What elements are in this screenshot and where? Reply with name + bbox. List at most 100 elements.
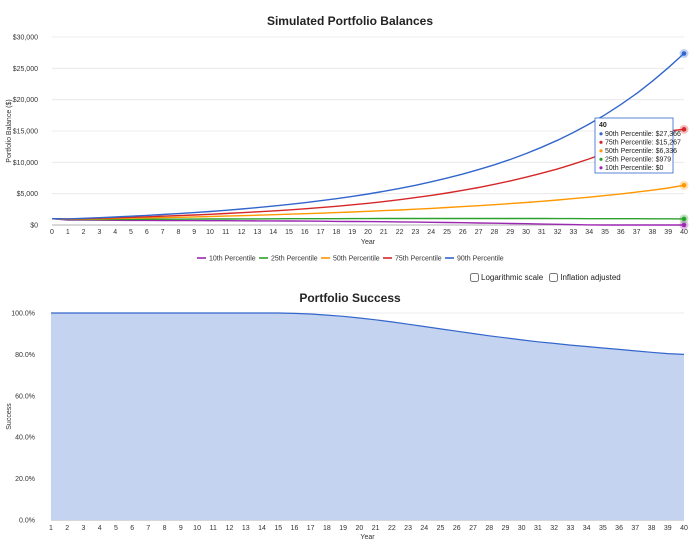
tooltip-marker bbox=[599, 166, 603, 170]
x-tick-label: 9 bbox=[192, 229, 196, 236]
x-tick-label: 36 bbox=[615, 525, 623, 532]
tooltip-title: 40 bbox=[599, 122, 607, 129]
series-line bbox=[51, 52, 685, 220]
x-tick-label: 18 bbox=[323, 525, 331, 532]
x-tick-label: 24 bbox=[427, 229, 435, 236]
x-tick-label: 14 bbox=[269, 229, 277, 236]
x-tick-label: 2 bbox=[82, 229, 86, 236]
x-tick-label: 17 bbox=[307, 525, 315, 532]
x-tick-label: 16 bbox=[291, 525, 299, 532]
success-line bbox=[51, 312, 685, 355]
x-tick-label: 33 bbox=[566, 525, 574, 532]
y-tick-label: $25,000 bbox=[13, 66, 38, 73]
x-tick-label: 0 bbox=[50, 229, 54, 236]
x-tick-label: 3 bbox=[97, 229, 101, 236]
y-tick-label: $30,000 bbox=[13, 35, 38, 42]
x-tick-label: 23 bbox=[404, 525, 412, 532]
y-tick-label: 60.0% bbox=[15, 393, 35, 400]
end-point bbox=[681, 51, 687, 56]
chart-options: Logarithmic scale Inflation adjusted bbox=[470, 273, 621, 282]
x-tick-label: 27 bbox=[475, 229, 483, 236]
end-point bbox=[681, 127, 687, 132]
x-tick-label: 30 bbox=[518, 525, 526, 532]
tooltip-line: 90th Percentile: $27,366 bbox=[605, 131, 681, 138]
y-tick-label: $0 bbox=[30, 223, 38, 230]
x-tick-label: 14 bbox=[258, 525, 266, 532]
x-tick-label: 16 bbox=[301, 229, 309, 236]
x-tick-label: 20 bbox=[355, 525, 363, 532]
x-tick-label: 1 bbox=[49, 525, 53, 532]
log-scale-checkbox[interactable] bbox=[470, 273, 479, 282]
x-tick-label: 26 bbox=[453, 525, 461, 532]
x-tick-label: 3 bbox=[82, 525, 86, 532]
y-tick-label: $15,000 bbox=[13, 129, 38, 136]
x-tick-label: 30 bbox=[522, 229, 530, 236]
x-tick-label: 34 bbox=[583, 525, 591, 532]
x-tick-label: 7 bbox=[161, 229, 165, 236]
x-tick-label: 34 bbox=[585, 229, 593, 236]
series-line bbox=[51, 217, 685, 221]
series-line bbox=[51, 218, 684, 226]
x-tick-label: 33 bbox=[570, 229, 578, 236]
x-tick-label: 9 bbox=[179, 525, 183, 532]
x-tick-label: 8 bbox=[176, 229, 180, 236]
x-tick-label: 25 bbox=[443, 229, 451, 236]
x-tick-label: 22 bbox=[388, 525, 396, 532]
tooltip-box bbox=[594, 117, 674, 174]
legend-label: 75th Percentile bbox=[395, 256, 442, 263]
series-line bbox=[51, 184, 685, 221]
x-tick-label: 8 bbox=[163, 525, 167, 532]
x-tick-label: 37 bbox=[633, 229, 641, 236]
x-tick-label: 6 bbox=[130, 525, 134, 532]
portfolio-success-chart: Portfolio Success 0.0% 20.0% 40.0% 60.0% 80.0… bbox=[6, 291, 688, 541]
x-tick-label: 38 bbox=[648, 525, 656, 532]
x-tick-label: 31 bbox=[534, 525, 542, 532]
success-area bbox=[51, 313, 684, 520]
chart-title: Portfolio Success bbox=[299, 291, 401, 305]
y-tick-label: $5,000 bbox=[17, 191, 39, 198]
x-tick-label: 11 bbox=[210, 525, 217, 532]
x-tick-label: 40 bbox=[680, 229, 688, 236]
x-tick-label: 39 bbox=[664, 525, 672, 532]
series-line bbox=[51, 128, 685, 220]
tooltip-marker bbox=[599, 140, 603, 144]
inflation-toggle[interactable]: Inflation adjusted bbox=[549, 273, 621, 282]
portfolio-balances-chart: Simulated Portfolio Balances $0 $5,000 $10,… bbox=[6, 14, 689, 263]
y-axis-title: Success bbox=[6, 403, 13, 430]
x-tick-label: 28 bbox=[485, 525, 493, 532]
x-tick-label: 15 bbox=[274, 525, 282, 532]
x-tick-label: 31 bbox=[538, 229, 546, 236]
y-tick-label: 40.0% bbox=[15, 435, 35, 442]
tooltip-marker bbox=[599, 157, 603, 161]
x-tick-label: 27 bbox=[469, 525, 477, 532]
x-tick-label: 26 bbox=[459, 229, 467, 236]
x-tick-label: 35 bbox=[601, 229, 609, 236]
x-tick-label: 40 bbox=[680, 525, 688, 532]
tooltip-marker bbox=[599, 132, 603, 136]
x-axis-title: Year bbox=[360, 534, 375, 541]
tooltip-line: 75th Percentile: $15,267 bbox=[605, 140, 681, 147]
inflation-adjusted-checkbox[interactable] bbox=[549, 273, 559, 282]
y-tick-label: 0.0% bbox=[19, 518, 35, 525]
tooltip-line: 50th Percentile: $6,336 bbox=[605, 148, 677, 155]
x-tick-label: 10 bbox=[193, 525, 201, 532]
legend-label: 50th Percentile bbox=[333, 256, 380, 263]
x-tick-label: 10 bbox=[206, 229, 214, 236]
x-tick-label: 4 bbox=[113, 229, 117, 236]
x-tick-label: 37 bbox=[631, 525, 639, 532]
x-tick-label: 25 bbox=[437, 525, 445, 532]
inflation-adjusted-label: Inflation adjusted bbox=[560, 273, 621, 282]
y-tick-label: 80.0% bbox=[15, 352, 35, 359]
y-tick-label: $20,000 bbox=[13, 97, 38, 104]
end-point bbox=[681, 222, 687, 228]
x-tick-label: 4 bbox=[98, 525, 102, 532]
y-tick-label: $10,000 bbox=[13, 160, 38, 167]
legend-label: 10th Percentile bbox=[209, 256, 256, 263]
legend-label: 90th Percentile bbox=[457, 256, 504, 263]
x-tick-label: 21 bbox=[372, 525, 380, 532]
tooltip: 40 90th Percentile: $27,366 75th Percentil… bbox=[594, 117, 681, 174]
x-tick-label: 6 bbox=[145, 229, 149, 236]
log-scale-toggle[interactable]: Logarithmic scale bbox=[470, 273, 543, 282]
x-tick-label: 35 bbox=[599, 525, 607, 532]
tooltip-marker bbox=[599, 149, 603, 153]
